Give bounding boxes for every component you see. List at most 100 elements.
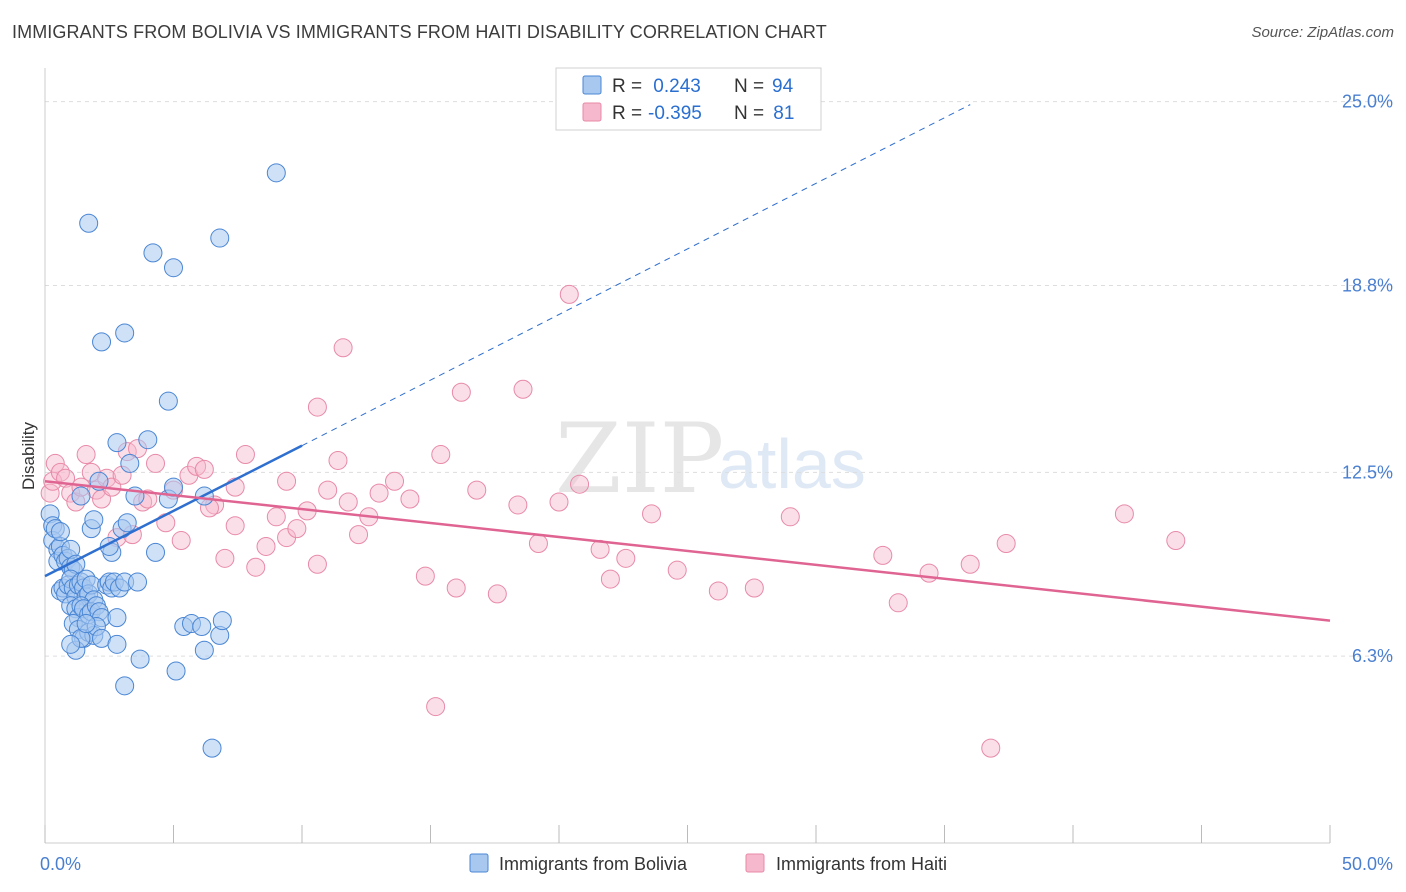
haiti-point-78: [426, 697, 446, 717]
bolivia-point-72: [146, 542, 166, 562]
bolivia-point-54: [107, 608, 127, 628]
legend-n-value-haiti: 81: [768, 103, 794, 124]
bottom-legend-swatch-bolivia: [469, 853, 489, 873]
haiti-point-30: [225, 516, 245, 536]
haiti-point-31: [235, 445, 255, 465]
haiti-point-65: [960, 554, 980, 574]
bolivia-point-86: [164, 258, 183, 278]
x-tick-labels: 0.0% 50.0%: [40, 854, 1393, 874]
bolivia-point-90: [92, 332, 112, 352]
legend-swatch-haiti: [582, 102, 602, 122]
haiti-point-41: [338, 492, 358, 512]
haiti-point-52: [508, 495, 528, 515]
chart-title: IMMIGRANTS FROM BOLIVIA VS IMMIGRANTS FR…: [12, 22, 827, 42]
bolivia-point-83: [166, 661, 186, 681]
legend-n-label-haiti: N =: [734, 103, 764, 124]
bolivia-point-62: [84, 510, 104, 530]
bolivia-point-78: [192, 617, 212, 637]
stats-legend: R = 0.243 N = 94 R = -0.395 N = 81: [555, 67, 822, 131]
haiti-point-66: [996, 533, 1016, 553]
haiti-point-79: [981, 738, 1001, 758]
bolivia-point-69: [120, 453, 140, 473]
haiti-point-50: [467, 480, 487, 500]
watermark-atlas: atlas: [718, 425, 866, 503]
bolivia-point-7: [50, 522, 70, 542]
haiti-point-74: [307, 397, 327, 417]
x-tick-label-1: 50.0%: [1342, 854, 1393, 874]
haiti-point-61: [780, 507, 800, 527]
haiti-point-44: [369, 483, 389, 503]
haiti-point-22: [156, 513, 176, 533]
haiti-point-70: [559, 284, 579, 304]
bolivia-trend-extension: [301, 104, 971, 447]
series-bolivia-points: [40, 163, 286, 758]
haiti-point-26: [187, 456, 207, 476]
bolivia-point-66: [117, 513, 137, 533]
bolivia-point-93: [61, 634, 81, 654]
bolivia-point-71: [138, 430, 158, 450]
haiti-trend-line: [44, 479, 1331, 622]
haiti-point-29: [215, 548, 235, 568]
bolivia-point-88: [79, 213, 99, 233]
series-haiti-points: [40, 284, 1186, 758]
bolivia-point-46: [128, 572, 148, 592]
haiti-point-45: [385, 471, 405, 491]
legend-r-value-bolivia: 0.243: [648, 76, 701, 97]
bolivia-point-84: [202, 738, 222, 758]
haiti-point-39: [318, 480, 338, 500]
haiti-point-0: [40, 483, 60, 503]
haiti-point-36: [287, 519, 307, 539]
haiti-point-8: [76, 445, 96, 465]
bolivia-point-82: [115, 676, 135, 696]
haiti-point-72: [451, 382, 471, 402]
y-axis-title: Disability: [19, 421, 38, 490]
y-tick-label-0: 6.3%: [1352, 646, 1393, 666]
haiti-point-67: [1114, 504, 1134, 524]
haiti-point-21: [146, 453, 166, 473]
legend-n-value-bolivia: 94: [772, 76, 794, 97]
haiti-point-51: [487, 584, 507, 604]
haiti-point-75: [277, 471, 297, 491]
haiti-point-24: [171, 531, 191, 551]
bolivia-point-59: [130, 649, 150, 669]
bolivia-point-92: [158, 391, 178, 411]
haiti-point-46: [400, 489, 420, 509]
trend-lines: [44, 104, 1331, 622]
haiti-point-47: [415, 566, 435, 586]
haiti-point-55: [570, 474, 590, 494]
axes: [44, 68, 1331, 844]
haiti-point-27: [194, 459, 214, 479]
legend-swatch-bolivia: [582, 75, 602, 95]
haiti-point-54: [549, 492, 569, 512]
haiti-point-2: [45, 453, 65, 473]
x-tick-label-0: 0.0%: [40, 854, 81, 874]
bolivia-point-87: [210, 228, 230, 248]
bolivia-point-70: [107, 433, 127, 453]
series-legend: Immigrants from Bolivia Immigrants from …: [469, 853, 947, 874]
haiti-point-59: [667, 560, 687, 580]
bolivia-point-60: [71, 486, 91, 506]
haiti-point-48: [431, 445, 451, 465]
legend-r-label-bolivia: R =: [612, 76, 642, 97]
grid-lines: [45, 101, 1392, 657]
haiti-point-71: [333, 338, 353, 358]
y-tick-label-1: 12.5%: [1342, 462, 1393, 482]
bolivia-point-81: [194, 640, 214, 660]
haiti-point-3: [50, 462, 70, 482]
haiti-point-42: [349, 525, 369, 545]
legend-r-label-haiti: R =: [612, 103, 642, 124]
bolivia-point-80: [212, 611, 232, 631]
haiti-point-73: [513, 379, 533, 399]
bottom-legend-label-bolivia: Immigrants from Bolivia: [499, 854, 688, 874]
haiti-point-40: [328, 450, 348, 470]
haiti-point-33: [256, 536, 276, 556]
haiti-point-62: [744, 578, 764, 598]
haiti-point-63: [873, 545, 893, 565]
haiti-point-58: [642, 504, 662, 524]
watermark-zip: ZIP: [555, 403, 724, 515]
bottom-legend-label-haiti: Immigrants from Haiti: [776, 854, 947, 874]
bolivia-trend-line: [44, 444, 303, 578]
haiti-point-53: [528, 533, 548, 553]
bolivia-point-58: [107, 634, 127, 654]
